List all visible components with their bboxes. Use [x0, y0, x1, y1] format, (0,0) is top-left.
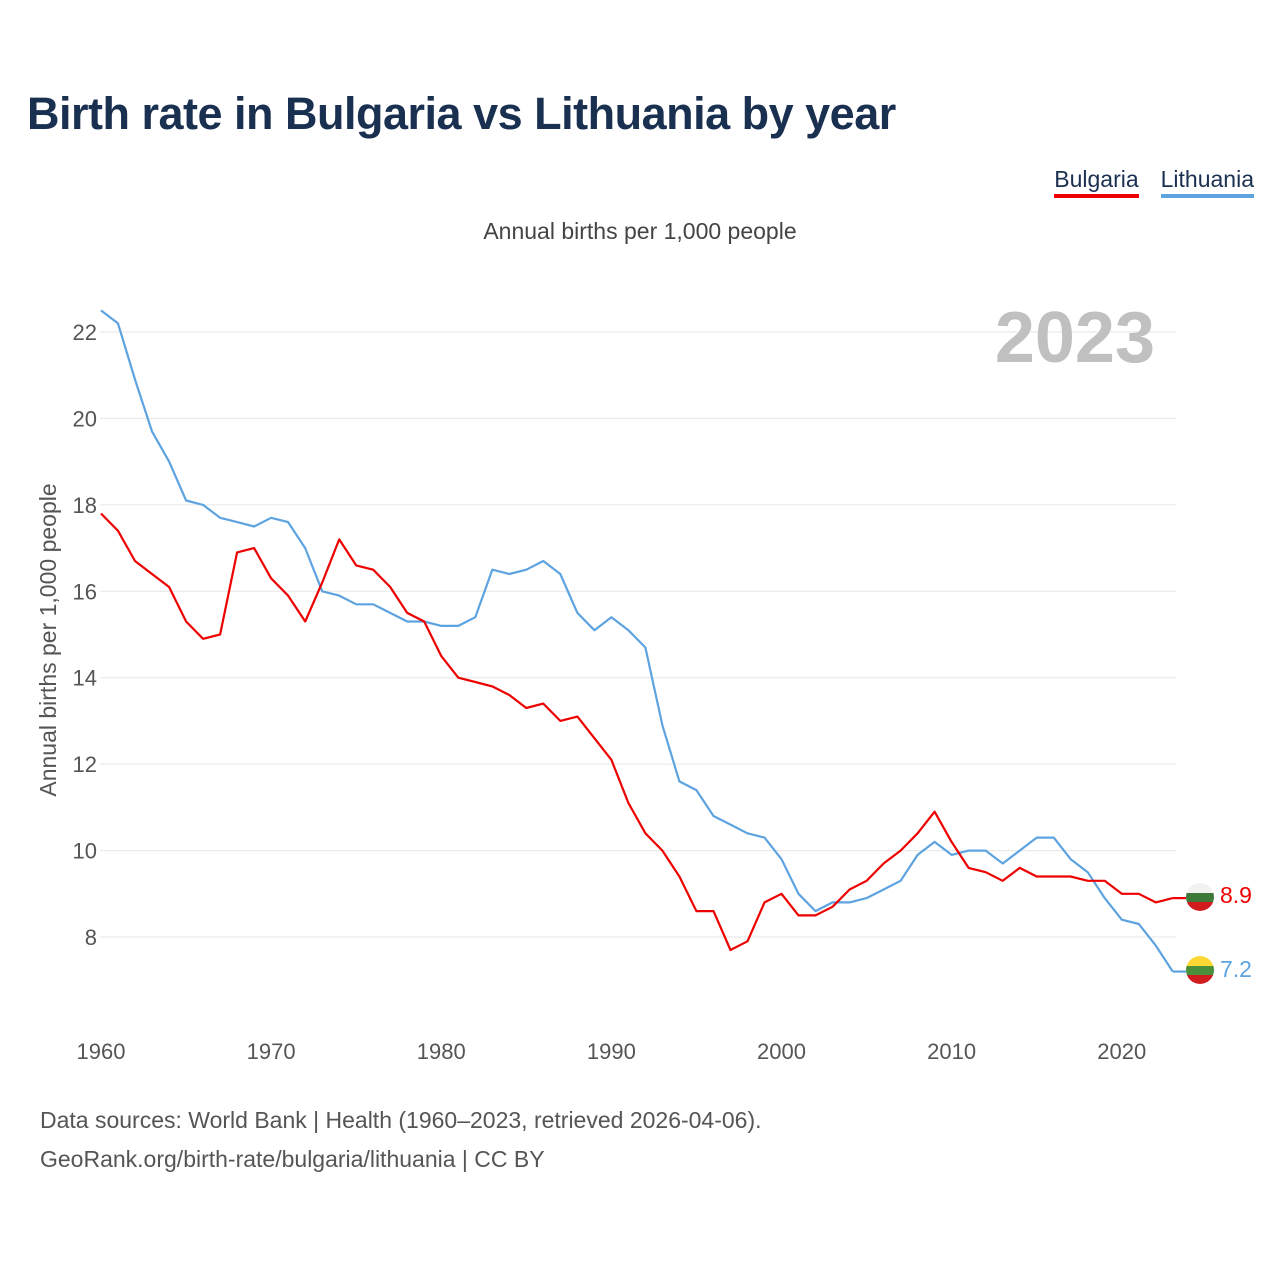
bulgaria-flag-marker — [1186, 883, 1214, 911]
y-tick-label: 20 — [73, 406, 97, 431]
y-tick-label: 16 — [73, 579, 97, 604]
y-tick-label: 14 — [73, 666, 97, 691]
lithuania-flag-marker — [1186, 956, 1214, 984]
bulgaria-end-value: 8.9 — [1220, 882, 1252, 908]
series-lines — [100, 309, 1186, 973]
y-tick-label: 8 — [85, 925, 97, 950]
y-tick-label: 10 — [73, 839, 97, 864]
y-axis-label: Annual births per 1,000 people — [35, 483, 61, 796]
x-tick-label: 1980 — [417, 1039, 466, 1064]
gridlines — [100, 331, 1176, 938]
x-tick-label: 1960 — [77, 1039, 126, 1064]
y-tick-label: 22 — [73, 320, 97, 345]
x-tick-label: 1990 — [587, 1039, 636, 1064]
series-line-bulgaria[interactable] — [100, 512, 1174, 952]
y-tick-label: 12 — [73, 752, 97, 777]
series-line-lithuania[interactable] — [100, 309, 1174, 973]
y-axis-ticks: 8 10 12 14 16 18 20 22 — [73, 320, 97, 950]
x-tick-label: 2000 — [757, 1039, 806, 1064]
legend-item-lithuania[interactable]: Lithuania — [1160, 166, 1254, 198]
x-tick-label: 2010 — [927, 1039, 976, 1064]
current-year-label: 2023 — [995, 298, 1155, 378]
chart-title: Birth rate in Bulgaria vs Lithuania by y… — [27, 88, 896, 139]
x-tick-label: 1970 — [247, 1039, 296, 1064]
legend: Bulgaria Lithuania — [1054, 166, 1254, 198]
legend-item-bulgaria[interactable]: Bulgaria — [1054, 166, 1139, 198]
lithuania-end-value: 7.2 — [1220, 956, 1252, 982]
y-tick-label: 18 — [73, 493, 97, 518]
source-note: Data sources: World Bank | Health (1960–… — [40, 1107, 762, 1133]
x-axis-ticks: 1960 1970 1980 1990 2000 2010 2020 — [77, 1039, 1147, 1064]
source-url[interactable]: GeoRank.org/birth-rate/bulgaria/lithuani… — [40, 1146, 545, 1172]
x-tick-label: 2020 — [1097, 1039, 1146, 1064]
chart-subtitle: Annual births per 1,000 people — [483, 218, 797, 244]
